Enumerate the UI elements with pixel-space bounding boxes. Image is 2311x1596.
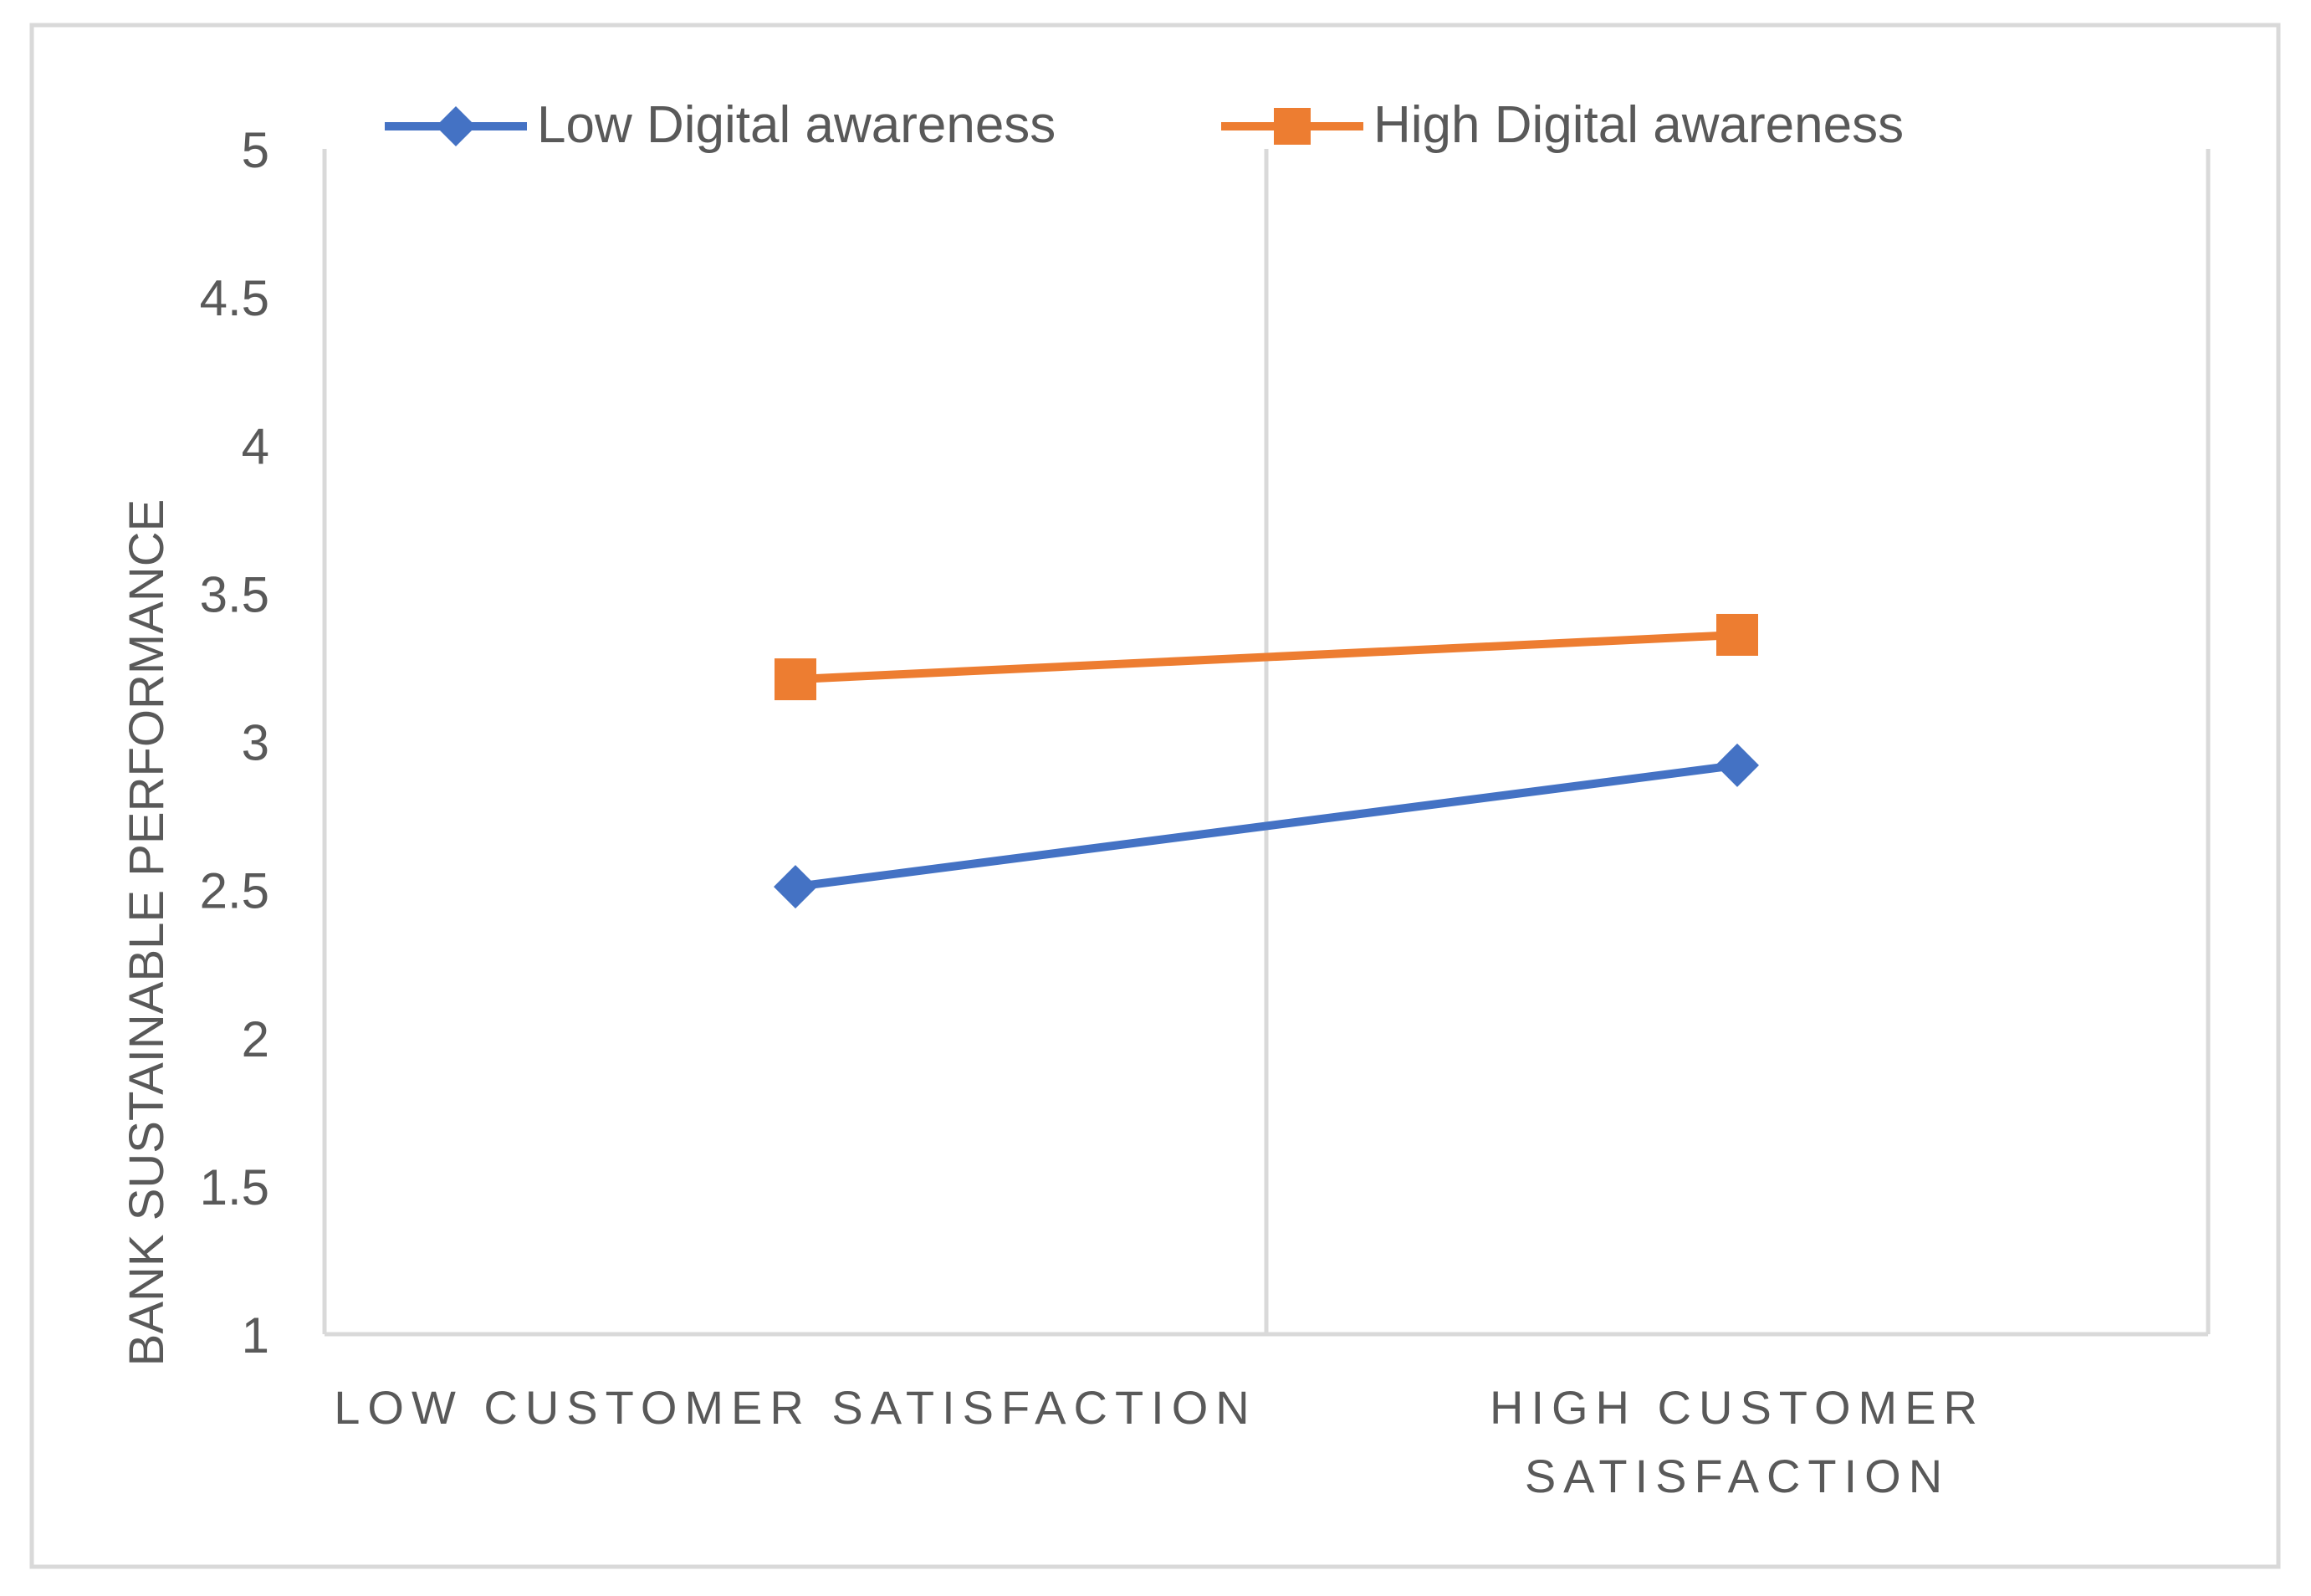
series-high-digital-awareness: [775, 613, 1758, 701]
series-line: [795, 630, 1738, 684]
legend: Low Digital awareness High Digital aware…: [385, 96, 1904, 154]
y-tick-label: 4: [242, 418, 269, 474]
x-axis-labels: LOW CUSTOMER SATISFACTION HIGH CUSTOMER SA…: [334, 1381, 1985, 1502]
legend-diamond-marker-icon: [436, 106, 476, 146]
y-axis-title: BANK SUSTAINABLE PERFORMANCE: [120, 499, 174, 1367]
data-point-diamond: [774, 865, 817, 909]
x-tick-label: HIGH CUSTOMER: [1490, 1381, 1985, 1434]
legend-label-low: Low Digital awareness: [537, 96, 1056, 154]
y-tick-label: 2.5: [200, 863, 269, 919]
y-tick-label: 1.5: [200, 1159, 269, 1215]
series-low-digital-awareness: [774, 743, 1759, 909]
legend-item-high-digital-awareness: High Digital awareness: [1221, 96, 1904, 154]
y-tick-label: 3.5: [200, 566, 269, 622]
y-tick-label: 1: [242, 1307, 269, 1363]
x-tick-label: SATISFACTION: [1525, 1450, 1950, 1502]
series-line: [795, 760, 1738, 892]
x-tick-label: LOW CUSTOMER SATISFACTION: [334, 1381, 1256, 1434]
y-tick-label: 4.5: [200, 270, 269, 326]
y-axis-ticks: 1 1.5 2 2.5 3 3.5 4 4.5 5: [200, 122, 269, 1363]
y-tick-label: 5: [242, 122, 269, 178]
legend-square-marker-icon: [1274, 108, 1311, 145]
series-layer: [774, 613, 1759, 909]
legend-label-high: High Digital awareness: [1373, 96, 1904, 154]
data-point-square: [1716, 613, 1758, 656]
data-point-diamond: [1715, 743, 1759, 787]
y-tick-label: 3: [242, 715, 269, 771]
axes: [322, 149, 2211, 1337]
data-point-square: [775, 658, 816, 701]
legend-item-low-digital-awareness: Low Digital awareness: [385, 96, 1056, 154]
chart-border: [29, 23, 2281, 1569]
y-tick-label: 2: [242, 1011, 269, 1067]
